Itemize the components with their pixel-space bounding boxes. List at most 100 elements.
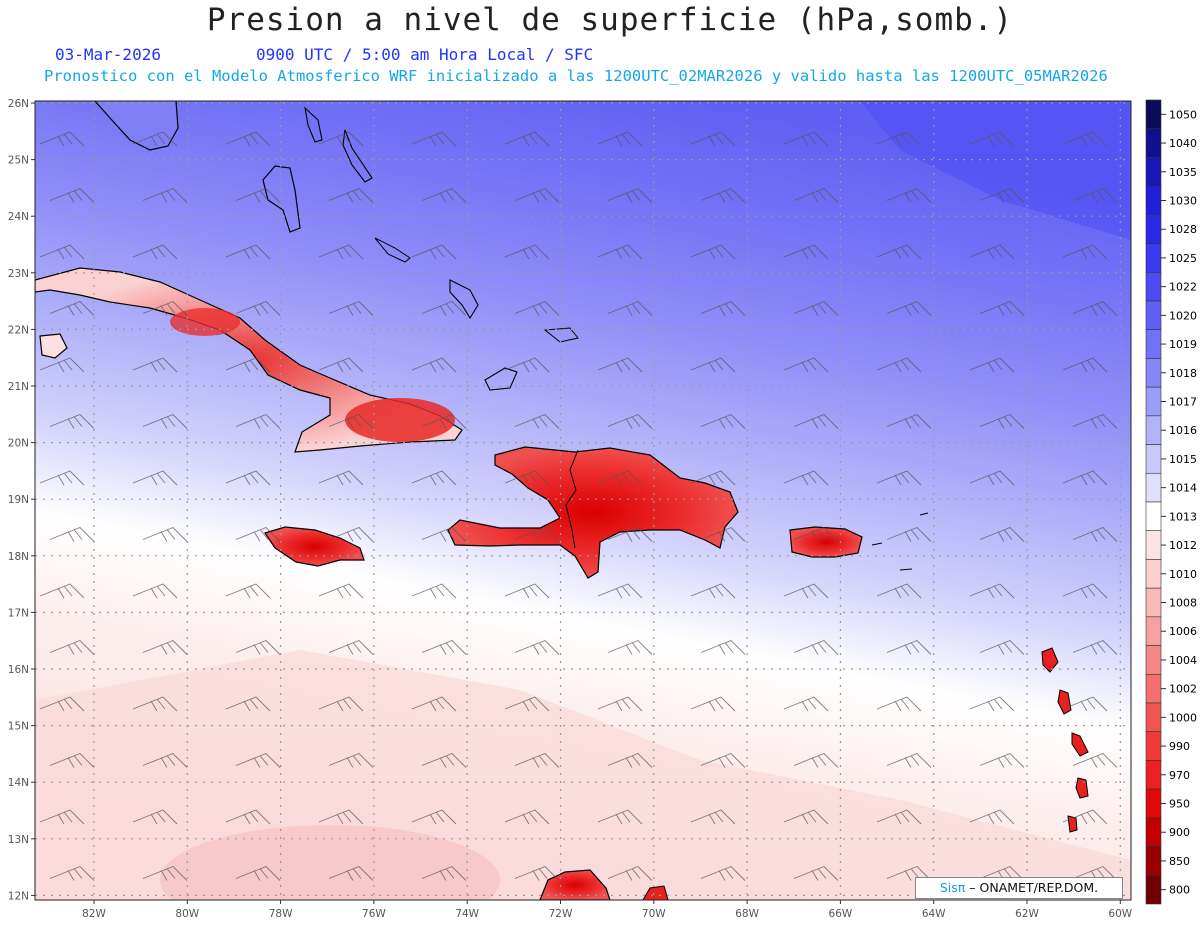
lat-label: 19N: [8, 494, 29, 506]
low-pressure-core: [160, 825, 500, 900]
wind-barb: [969, 131, 1015, 147]
lat-label: 20N: [8, 438, 29, 450]
map-gridlines: [35, 101, 1131, 900]
colorbar-label: 1018: [1169, 367, 1197, 380]
wind-barb: [514, 187, 560, 203]
wind-barb: [793, 526, 839, 542]
colorbar-label: 1019: [1169, 338, 1197, 351]
colorbar-label: 1022: [1169, 281, 1197, 294]
lat-label: 22N: [8, 324, 29, 336]
wind-barb: [1062, 696, 1108, 712]
colorbar-label: 950: [1169, 798, 1190, 811]
wind-barb: [142, 639, 188, 655]
colorbar-swatch: [1145, 185, 1162, 216]
wind-barb: [969, 244, 1015, 260]
wind-barb: [504, 244, 550, 260]
wind-barb: [49, 639, 95, 655]
pressure-colorbar: 1050 1040 1035 1030 1028 1025 1022 1020 1019 1018…: [1145, 99, 1197, 905]
wind-barb: [597, 470, 643, 486]
wind-barb: [132, 809, 178, 825]
colorbar-label: 800: [1169, 884, 1190, 897]
lat-label: 12N: [8, 890, 29, 902]
wind-barb: [421, 526, 467, 542]
map-frame: [34, 100, 1132, 901]
colorbar-label: 1002: [1169, 683, 1197, 696]
wind-barb: [39, 696, 85, 712]
colorbar-label: 1000: [1169, 711, 1197, 724]
wind-barb: [793, 752, 839, 768]
wind-barb: [235, 526, 281, 542]
wind-barb: [411, 244, 457, 260]
bahamas-inagua: [484, 367, 518, 391]
lat-label: 15N: [8, 721, 29, 733]
martinique-island: [1057, 689, 1072, 715]
colorbar-swatch: [1145, 415, 1162, 445]
wind-barb: [979, 639, 1025, 655]
cuba-west-hotspot: [170, 308, 240, 336]
colorbar-label: 1012: [1169, 539, 1197, 552]
wind-barb: [979, 526, 1025, 542]
wind-barb: [969, 470, 1015, 486]
wind-barb: [514, 300, 560, 316]
wind-barb: [514, 639, 560, 655]
wind-barb: [700, 752, 746, 768]
wind-barb: [235, 752, 281, 768]
wind-barb: [793, 187, 839, 203]
lat-label: 24N: [8, 211, 29, 223]
wind-barb: [132, 696, 178, 712]
colorbar-label: 1017: [1169, 396, 1197, 409]
colorbar-swatch: [1145, 587, 1162, 618]
wind-barb: [597, 696, 643, 712]
wind-barb: [421, 865, 467, 881]
wind-barb: [607, 865, 653, 881]
wind-barb: [783, 470, 829, 486]
bahamas-exuma: [374, 237, 411, 263]
wind-barb: [411, 809, 457, 825]
colorbar-swatch: [1145, 846, 1162, 876]
wind-barb: [607, 413, 653, 429]
valid-time-info: 0900 UTC / 5:00 am Hora Local / SFC: [256, 45, 594, 64]
wind-barb: [886, 300, 932, 316]
wind-barb: [690, 470, 736, 486]
wind-barb: [886, 865, 932, 881]
wind-barb: [421, 300, 467, 316]
valid-date: 03-Mar-2026: [55, 45, 161, 64]
map-field: [35, 101, 1131, 900]
wind-barb: [504, 809, 550, 825]
colorbar-swatch: [1145, 157, 1162, 187]
wind-barbs: [39, 131, 1118, 881]
bahamas-abaco: [304, 106, 323, 143]
isla-juventud-island: [39, 333, 68, 359]
wind-barb: [1062, 131, 1108, 147]
wind-barb: [607, 639, 653, 655]
wind-barb: [690, 244, 736, 260]
wind-barb: [504, 696, 550, 712]
lon-label: 78W: [269, 908, 293, 920]
wind-barb: [49, 752, 95, 768]
haiti-dr-border: [565, 449, 579, 549]
wind-barb: [700, 865, 746, 881]
colorbar-swatch: [1145, 731, 1162, 761]
wind-barb: [793, 413, 839, 429]
guadeloupe-island: [1041, 647, 1059, 673]
colorbar-swatch: [1145, 444, 1162, 474]
wind-barb: [132, 583, 178, 599]
colorbar-label: 1010: [1169, 568, 1197, 581]
wind-barb: [411, 131, 457, 147]
wind-barb: [793, 639, 839, 655]
virgin-islands: [871, 512, 929, 571]
wind-barb: [1062, 583, 1108, 599]
wind-barb: [225, 470, 271, 486]
lon-label: 74W: [455, 908, 479, 920]
colorbar-swatch: [1145, 673, 1162, 704]
colorbar-label: 1020: [1169, 309, 1197, 322]
wind-barb: [597, 809, 643, 825]
cuba-island: [35, 267, 463, 453]
wind-barb: [142, 526, 188, 542]
wind-barb: [1072, 639, 1118, 655]
lon-label: 62W: [1015, 908, 1039, 920]
wind-barb: [979, 752, 1025, 768]
wind-barb: [1072, 187, 1118, 203]
colorbar-label: 1006: [1169, 625, 1197, 638]
wind-barb: [49, 413, 95, 429]
